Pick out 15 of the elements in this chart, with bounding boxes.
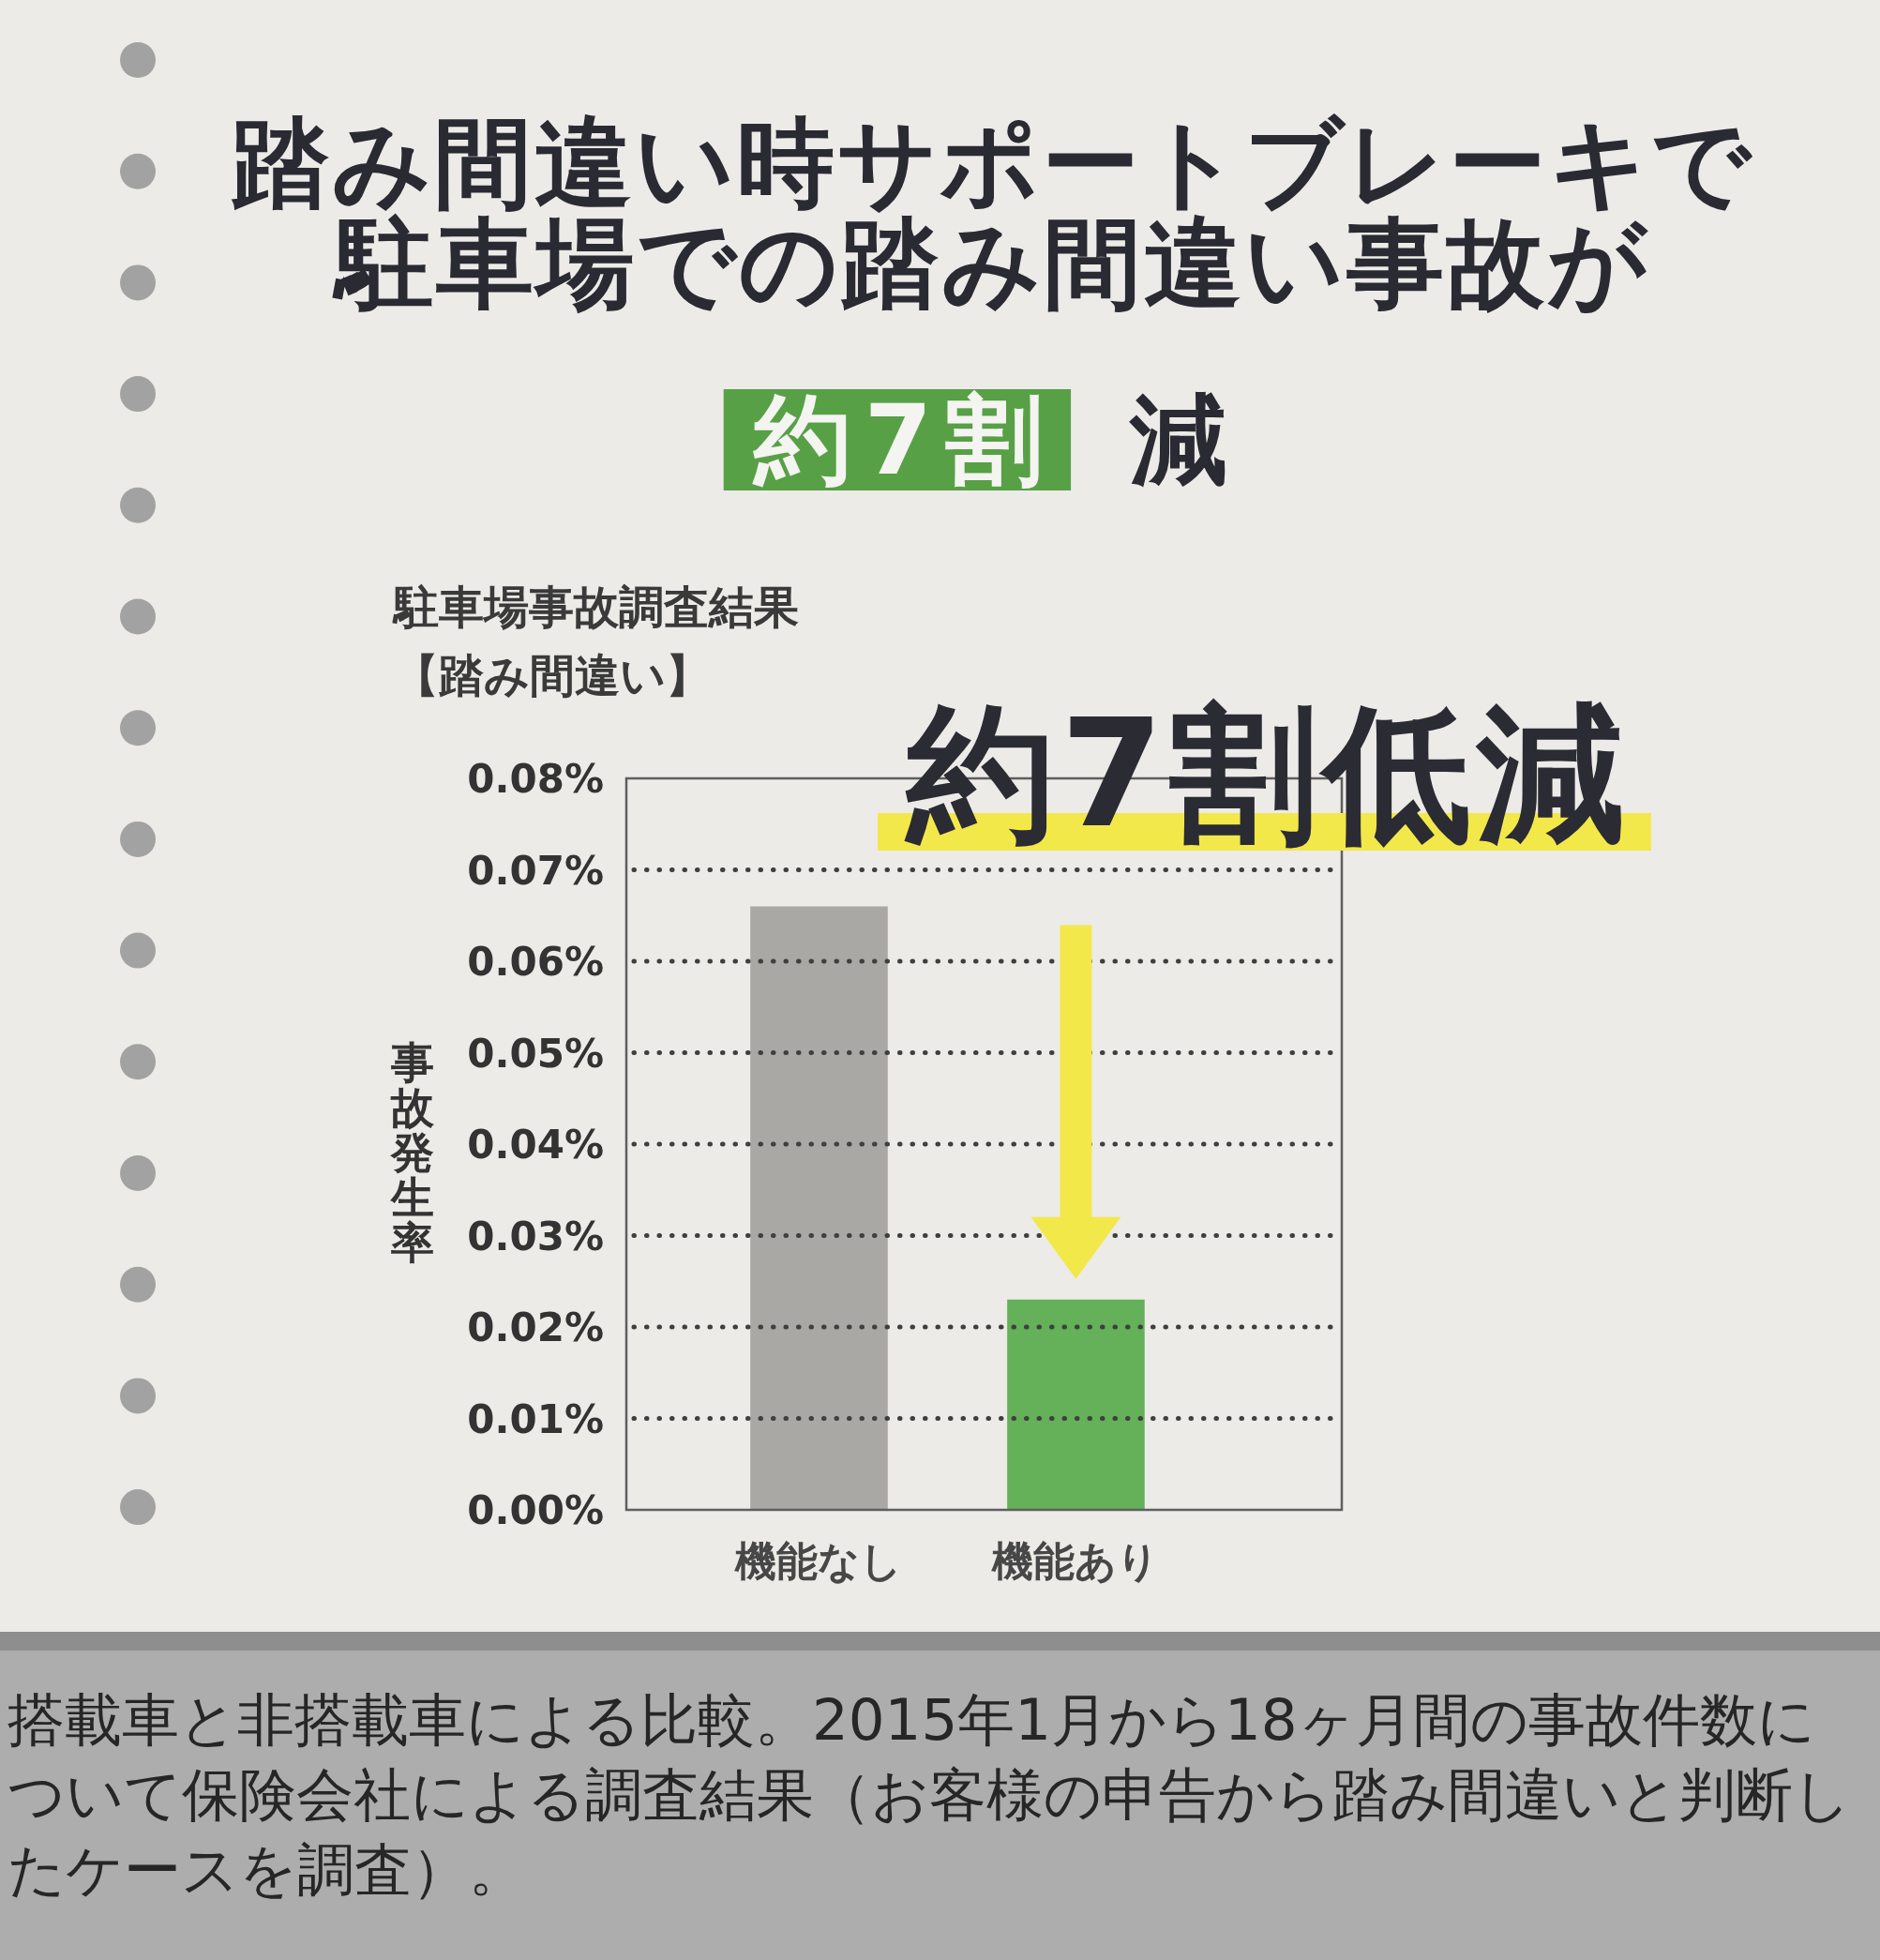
y-axis-title: 事故発生率 <box>389 1037 435 1268</box>
y-tick-label: 0.07% <box>467 847 604 894</box>
chart-subtitle: 駐車場事故調査結果【踏み間違い】 <box>392 580 799 701</box>
y-tick-label: 0.04% <box>467 1122 604 1168</box>
y-tick-label: 0.06% <box>467 939 604 985</box>
x-tick-label: 機能なし <box>734 1537 903 1585</box>
y-tick-label: 0.01% <box>467 1395 604 1442</box>
y-tick-label: 0.03% <box>467 1213 604 1259</box>
y-tick-label: 0.00% <box>467 1487 604 1533</box>
text: 搭載車と非搭載車による比較。2015年1月から18ヶ月間の事故件数について保険会社による調査結果（お客様の申告から踏み間違いと判断したケースを調査）。 <box>8 1686 1851 1903</box>
y-tick-label: 0.02% <box>467 1304 604 1350</box>
y-tick-label: 0.08% <box>467 756 604 802</box>
title: 踏み間違い時サポートブレーキで駐車場での踏み間違い事故が <box>231 106 1753 321</box>
y-tick-label: 0.05% <box>467 1030 604 1077</box>
x-tick-label: 機能あり <box>991 1537 1160 1585</box>
